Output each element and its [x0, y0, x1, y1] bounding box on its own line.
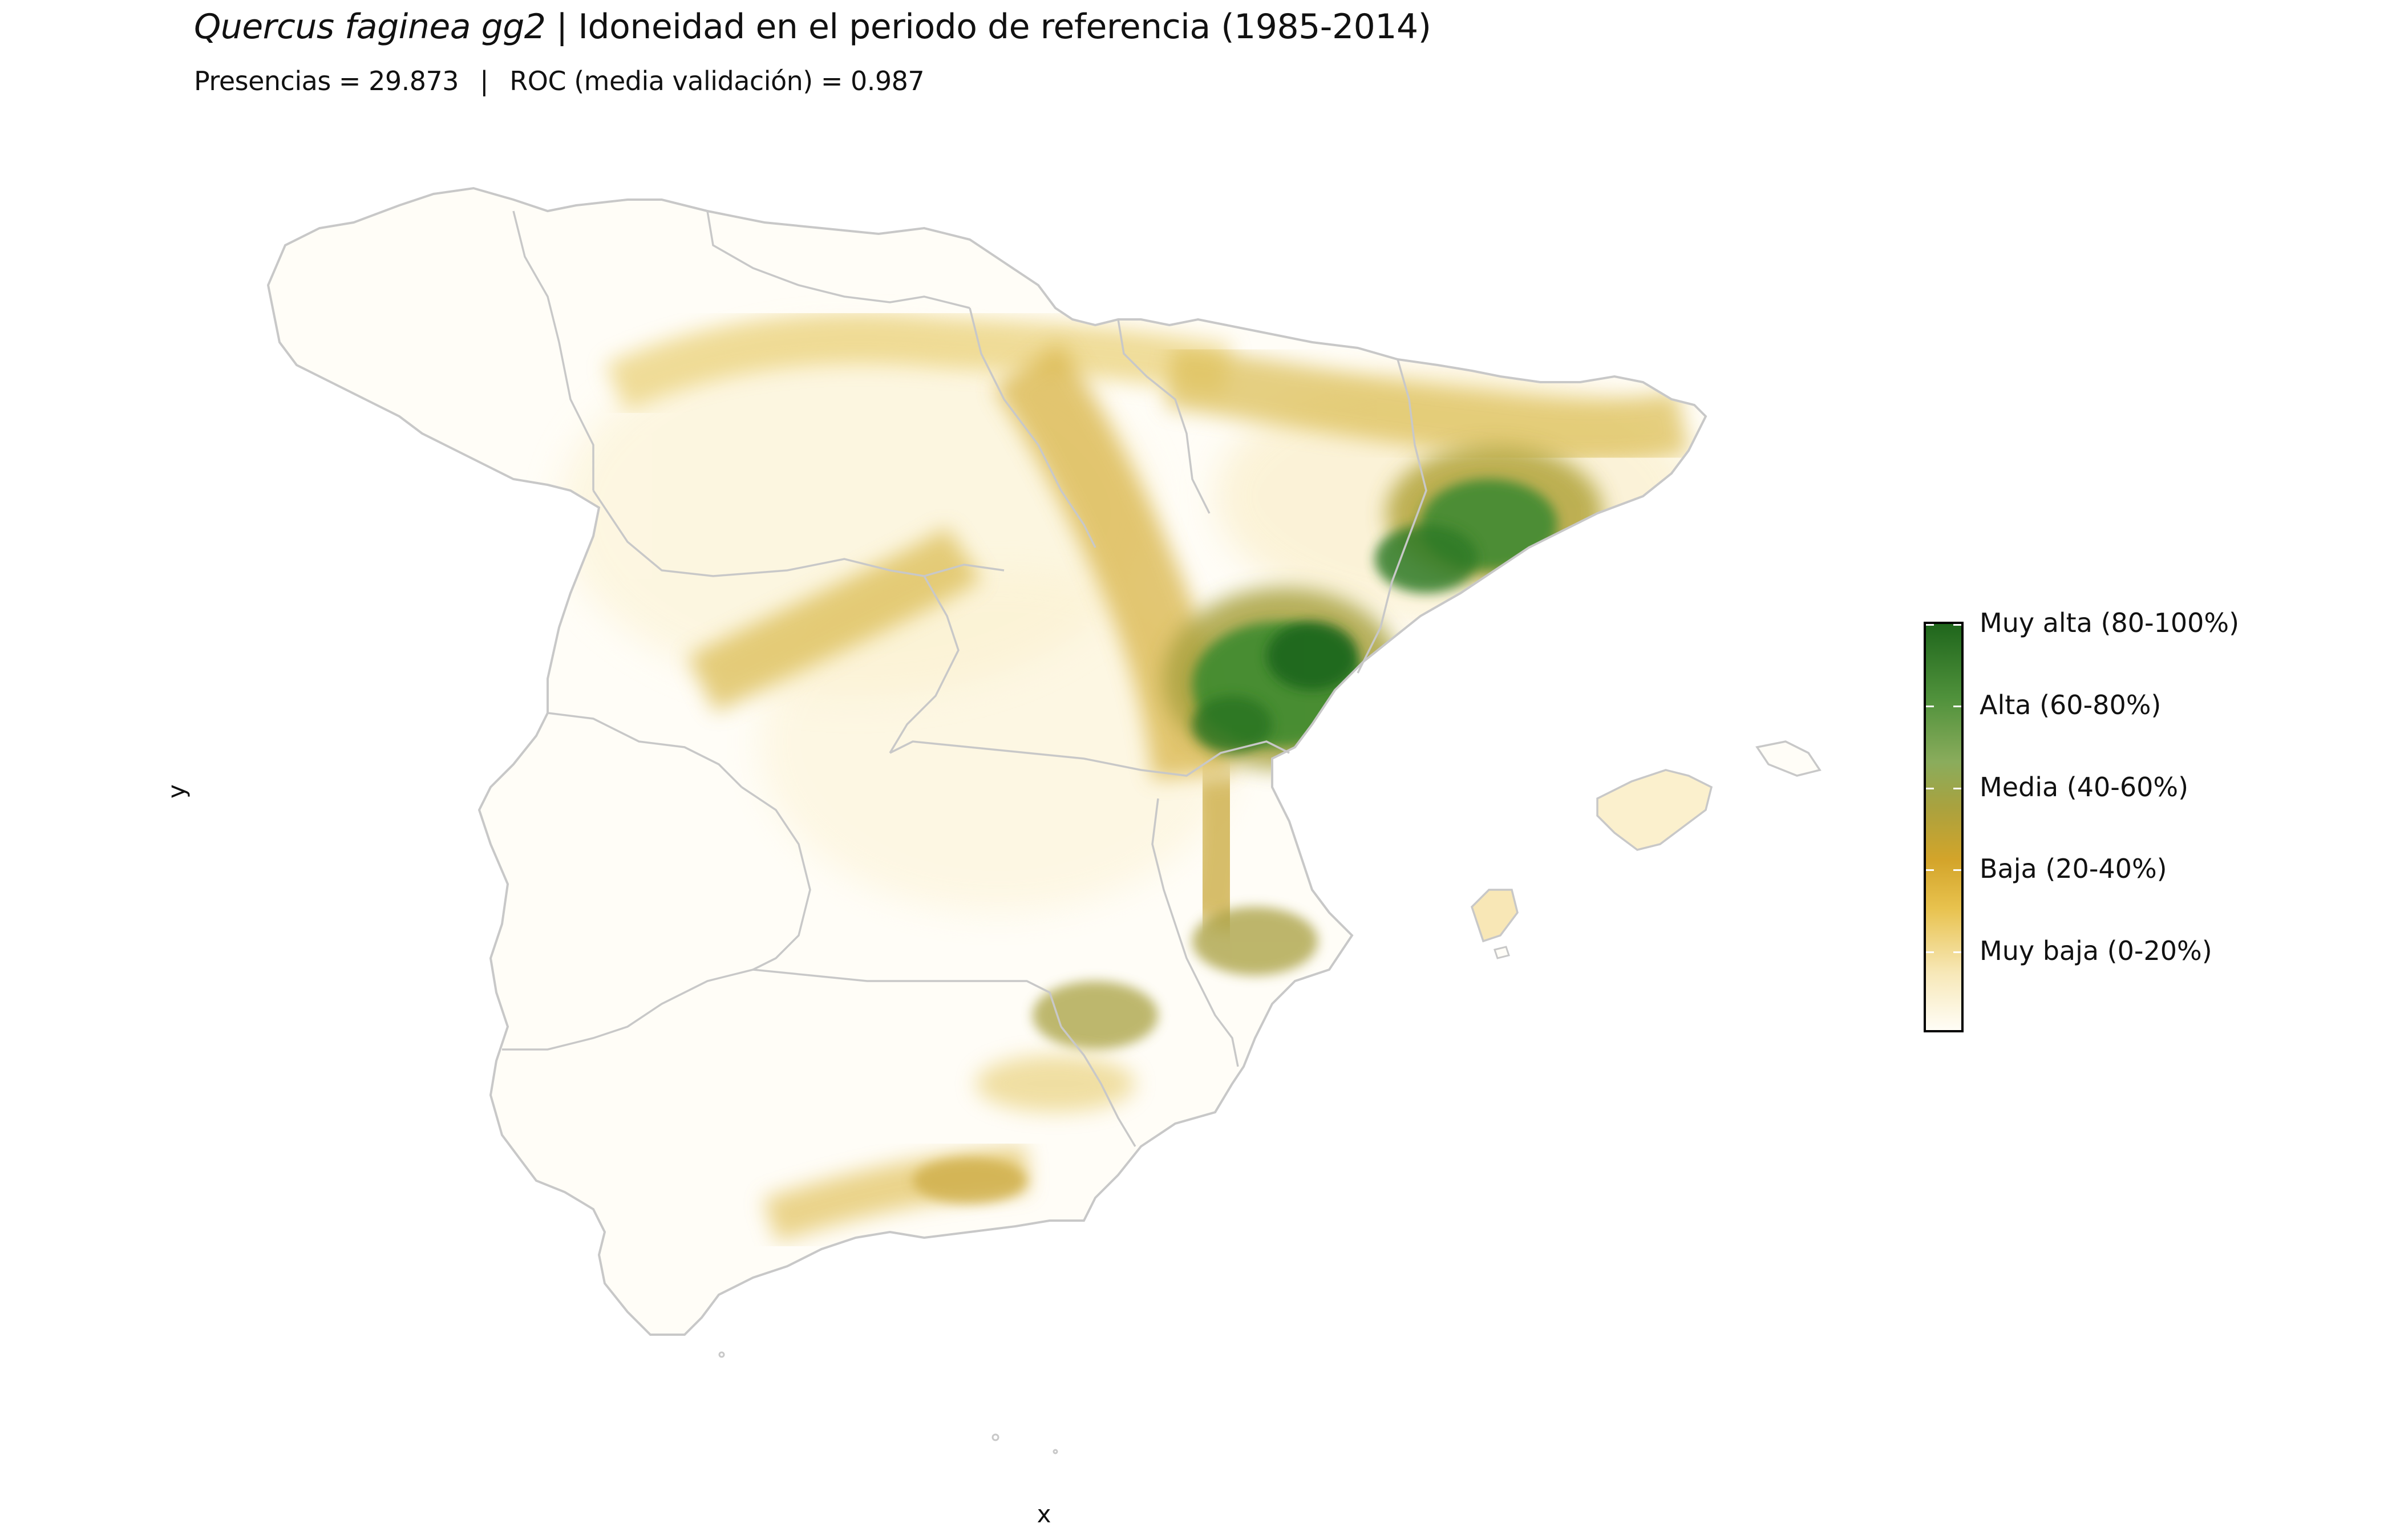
presencias-count: Presencias = 29.873	[194, 66, 459, 96]
balearic-islands	[1470, 740, 1822, 959]
legend-tick	[1953, 624, 1961, 626]
legend-tick	[1926, 624, 1934, 626]
legend-tick	[1953, 951, 1961, 953]
species-name: Quercus faginea gg2	[194, 7, 546, 47]
legend-label-muy-alta: Muy alta (80-100%)	[1980, 607, 2240, 638]
legend-tick	[1926, 951, 1934, 953]
legend-label-media: Media (40-60%)	[1980, 772, 2189, 803]
islets	[718, 1351, 1058, 1454]
menorca	[1755, 740, 1822, 777]
suitability-layer	[559, 312, 1694, 1242]
ibiza	[1470, 889, 1519, 943]
legend-label-baja: Baja (20-40%)	[1980, 853, 2167, 884]
legend-tick	[1953, 706, 1961, 707]
legend-tick	[1953, 788, 1961, 789]
legend-label-alta: Alta (60-80%)	[1980, 690, 2162, 720]
formentera	[1494, 946, 1510, 959]
title-text: | Idoneidad en el periodo de referencia …	[545, 7, 1431, 47]
subtitle-separator: |	[480, 66, 489, 96]
legend-colorbar	[1924, 622, 1964, 1032]
legend-tick	[1926, 788, 1934, 789]
roc-value: ROC (media validación) = 0.987	[509, 66, 925, 96]
map-title: Quercus faginea gg2 | Idoneidad en el pe…	[194, 7, 1431, 47]
map-subtitle: Presencias = 29.873 | ROC (media validac…	[194, 66, 925, 96]
legend-tick	[1926, 869, 1934, 871]
y-axis-label: y	[163, 784, 191, 799]
legend-tick	[1953, 869, 1961, 871]
x-axis-label: x	[1037, 1500, 1051, 1528]
regional-borders	[502, 210, 1427, 1147]
legend-tick	[1926, 706, 1934, 707]
mallorca	[1596, 769, 1713, 851]
legend-label-muy-baja: Muy baja (0-20%)	[1980, 935, 2212, 966]
